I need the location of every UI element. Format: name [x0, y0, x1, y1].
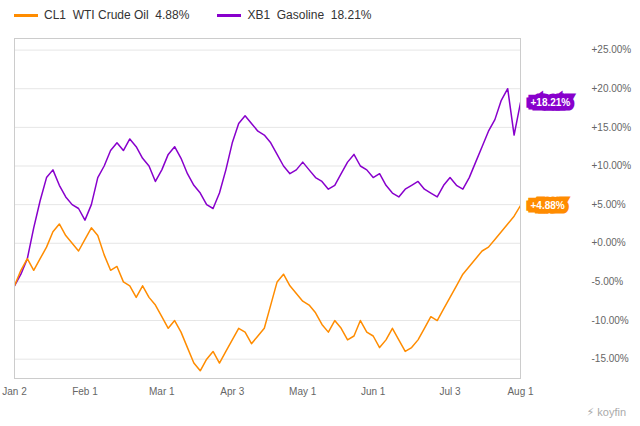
svg-text:+18.21%: +18.21% [531, 97, 571, 108]
svg-text:+10.00%: +10.00% [592, 160, 632, 171]
svg-text:+15.00%: +15.00% [592, 122, 632, 133]
html-text:CL1 WTI Crude Oil 4.88%: CL1 WTI Crude Oil 4.88% [44, 8, 190, 22]
svg-text:+5.00%: +5.00% [592, 199, 626, 210]
svg-text:Jan 2: Jan 2 [2, 386, 27, 397]
html-text:⚡ koyfin: ⚡ koyfin [586, 406, 626, 418]
svg-text:Mar 1: Mar 1 [149, 386, 175, 397]
svg-text:+0.00%: +0.00% [592, 237, 626, 248]
svg-text:-15.00%: -15.00% [592, 353, 629, 364]
svg-text:Aug 1: Aug 1 [507, 386, 534, 397]
svg-text:+4.88%: +4.88% [531, 200, 565, 211]
svg-text:+20.00%: +20.00% [592, 83, 632, 94]
svg-text:Feb 1: Feb 1 [72, 386, 98, 397]
svg-text:May 1: May 1 [289, 386, 317, 397]
svg-text:Jun 1: Jun 1 [361, 386, 386, 397]
svg-text:Apr 3: Apr 3 [220, 386, 244, 397]
svg-text:Jul 3: Jul 3 [439, 386, 461, 397]
svg-text:-5.00%: -5.00% [592, 276, 624, 287]
html-text:XB1 Gasoline 18.21%: XB1 Gasoline 18.21% [247, 8, 372, 22]
svg-text:-10.00%: -10.00% [592, 315, 629, 326]
svg-text:+25.00%: +25.00% [592, 44, 632, 55]
